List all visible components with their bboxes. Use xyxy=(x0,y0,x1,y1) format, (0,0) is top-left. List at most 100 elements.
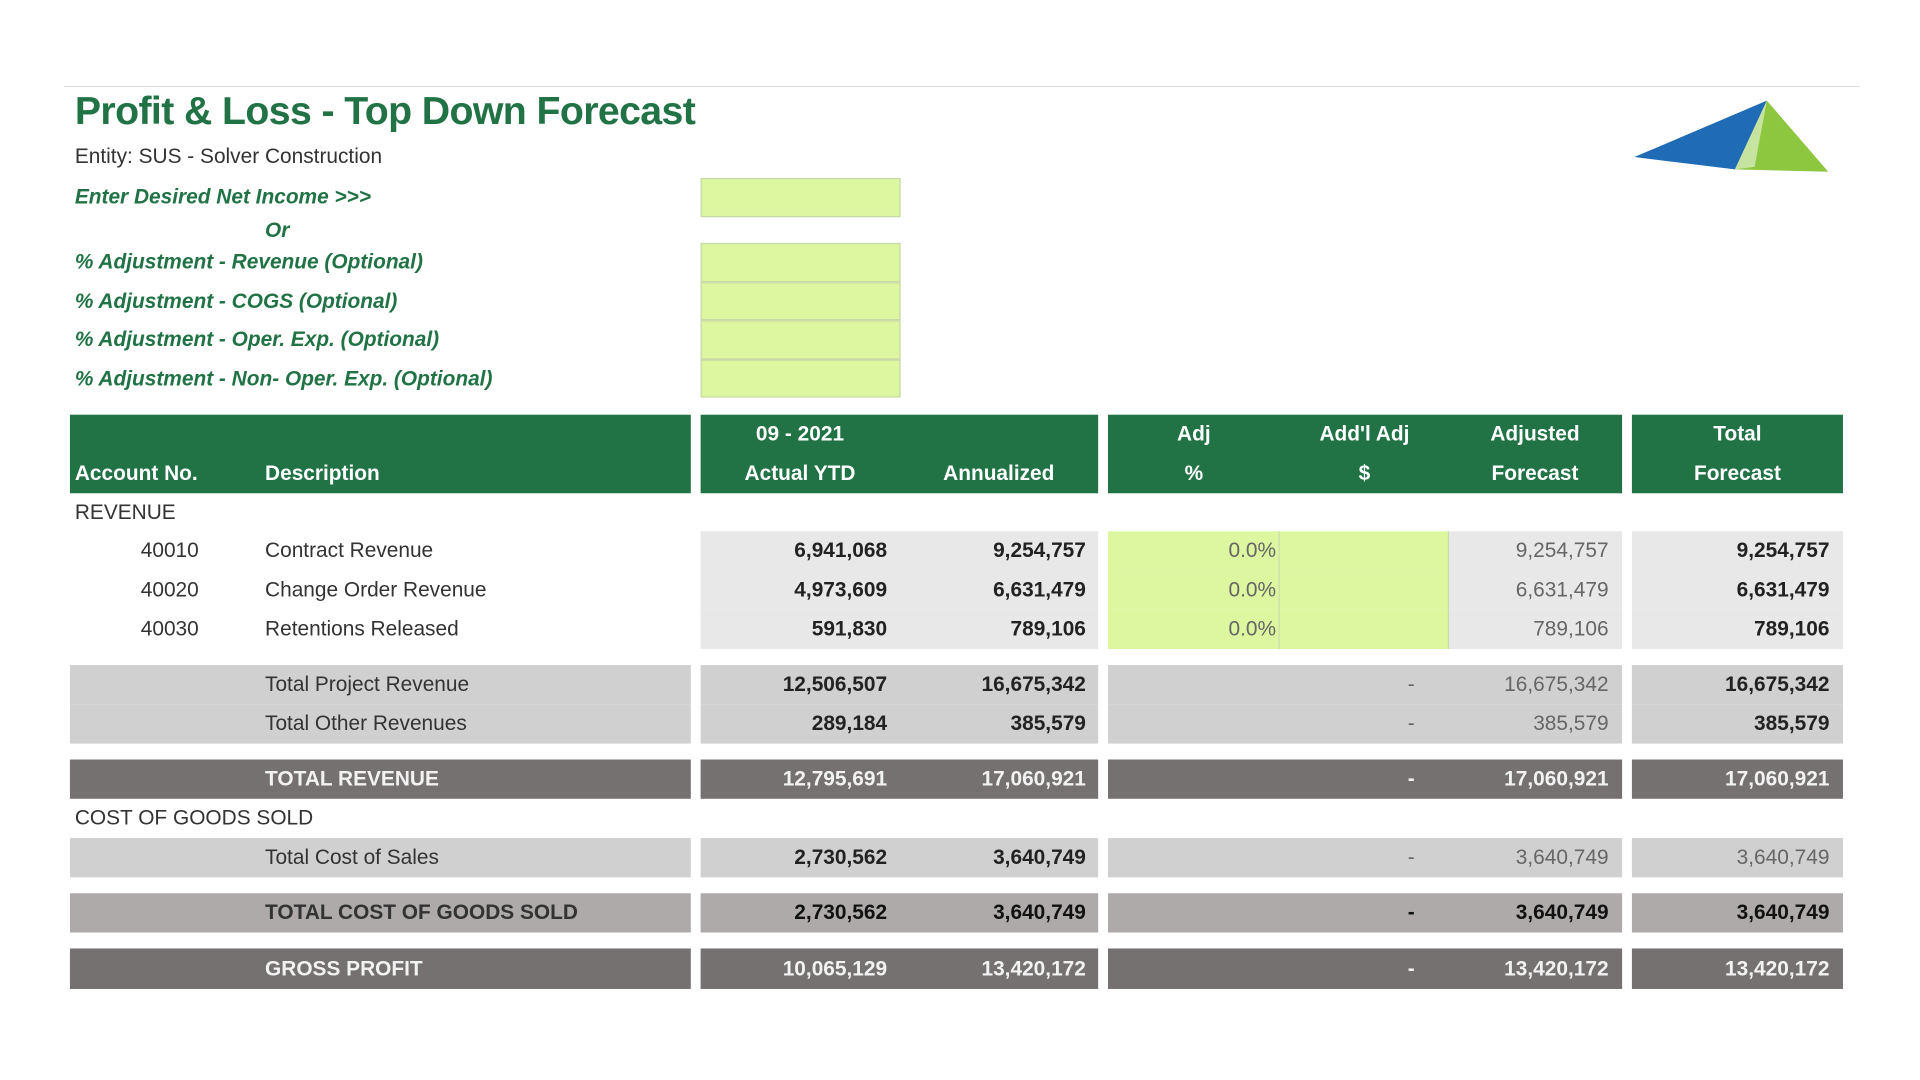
cell: 17,060,921 xyxy=(1725,766,1830,791)
header-block xyxy=(1631,414,1843,494)
cell: 3,640,749 xyxy=(993,900,1086,924)
cell: - xyxy=(1407,672,1415,696)
cell: 9,254,757 xyxy=(1736,538,1830,562)
input-label: Enter Desired Net Income >>> xyxy=(74,185,372,209)
cell: 385,579 xyxy=(1010,711,1086,735)
cell: 789,106 xyxy=(1010,617,1086,641)
row-bg xyxy=(700,665,1099,705)
cell-bg xyxy=(1631,531,1843,571)
cell: 385,579 xyxy=(1533,711,1609,735)
cell-bg xyxy=(700,570,1099,610)
cell: - xyxy=(1407,900,1415,924)
row-bg xyxy=(1631,838,1843,878)
cell: Retentions Released xyxy=(265,617,459,641)
cell: 16,675,342 xyxy=(1725,672,1830,696)
row-bg xyxy=(1107,838,1623,878)
cell: 3,640,749 xyxy=(1515,900,1609,924)
row-bg xyxy=(69,704,691,744)
cell: Change Order Revenue xyxy=(265,577,487,602)
row-bg xyxy=(69,759,691,799)
cell: 17,060,921 xyxy=(1504,766,1609,791)
adj-cell[interactable] xyxy=(1107,570,1280,610)
adj-cell[interactable] xyxy=(1279,570,1450,610)
column-header: Adj xyxy=(1177,422,1211,446)
column-header: Total xyxy=(1713,422,1762,446)
cell: 0.0% xyxy=(1228,577,1277,602)
cell-bg xyxy=(1449,531,1623,571)
column-header: Annualized xyxy=(943,461,1055,485)
header-block xyxy=(69,414,691,494)
cell: - xyxy=(1407,957,1415,981)
cell: 40020 xyxy=(140,577,199,602)
adj-cell[interactable] xyxy=(1279,609,1450,650)
row-bg xyxy=(1631,759,1843,799)
input-label: % Adjustment - Non- Oper. Exp. (Optional… xyxy=(74,366,493,391)
input-cell[interactable] xyxy=(700,242,901,283)
cell: 591,830 xyxy=(811,617,888,641)
row-bg xyxy=(700,704,1099,744)
cell: Total Project Revenue xyxy=(265,672,470,696)
row-bg xyxy=(69,665,691,705)
cell: - xyxy=(1407,766,1415,791)
cell: 789,106 xyxy=(1754,617,1830,641)
cell: 6,631,479 xyxy=(993,577,1086,602)
cell: 40010 xyxy=(140,538,199,562)
adj-cell[interactable] xyxy=(1107,531,1280,571)
or-label: Or xyxy=(265,218,290,242)
cell: 3,640,749 xyxy=(1736,845,1830,869)
header-block xyxy=(700,414,1099,494)
row-bg xyxy=(1107,665,1623,705)
section-label: REVENUE xyxy=(74,500,176,524)
adj-cell[interactable] xyxy=(1279,531,1450,571)
row-bg xyxy=(1631,893,1843,933)
adj-cell[interactable] xyxy=(1107,609,1280,650)
cell: 2,730,562 xyxy=(794,845,888,869)
input-cell[interactable] xyxy=(700,177,901,218)
cell-bg xyxy=(1631,609,1843,650)
cell: 16,675,342 xyxy=(981,672,1086,696)
row-bg xyxy=(700,893,1099,933)
cell: 13,420,172 xyxy=(981,957,1086,981)
cell: 9,254,757 xyxy=(993,538,1086,562)
cell: GROSS PROFIT xyxy=(265,957,423,981)
cell: 0.0% xyxy=(1228,617,1277,641)
cell: 13,420,172 xyxy=(1725,957,1830,981)
row-bg xyxy=(700,948,1099,989)
cell: 789,106 xyxy=(1533,617,1609,641)
input-cell[interactable] xyxy=(700,282,901,321)
input-label: % Adjustment - Revenue (Optional) xyxy=(74,250,423,274)
header-block xyxy=(1107,414,1623,494)
cell: 2,730,562 xyxy=(794,900,888,924)
cell: 0.0% xyxy=(1228,538,1277,562)
row-bg xyxy=(69,838,691,878)
cell: 385,579 xyxy=(1754,711,1830,735)
cell: 40030 xyxy=(140,617,199,641)
row-bg xyxy=(1107,948,1623,989)
cell: 6,941,068 xyxy=(794,538,888,562)
section-label: COST OF GOODS SOLD xyxy=(74,806,314,830)
cell-bg xyxy=(1449,609,1623,650)
input-cell[interactable] xyxy=(700,320,901,360)
input-label: % Adjustment - Oper. Exp. (Optional) xyxy=(74,327,440,351)
title: Profit & Loss - Top Down Forecast xyxy=(74,88,696,133)
input-cell[interactable] xyxy=(700,359,901,398)
column-header: 09 - 2021 xyxy=(755,422,845,446)
cell-bg xyxy=(700,609,1099,650)
cell: TOTAL REVENUE xyxy=(265,766,439,791)
row-bg xyxy=(1631,665,1843,705)
cell: 289,184 xyxy=(811,711,888,735)
cell: TOTAL COST OF GOODS SOLD xyxy=(265,900,578,924)
column-header: Actual YTD xyxy=(744,461,856,485)
cell: Total Cost of Sales xyxy=(265,845,439,869)
cell: - xyxy=(1407,711,1415,735)
cell-bg xyxy=(700,531,1099,571)
row-bg xyxy=(700,838,1099,878)
cell: - xyxy=(1407,845,1415,869)
cell: Total Other Revenues xyxy=(265,711,467,735)
column-header: Description xyxy=(265,461,380,485)
cell: 12,795,691 xyxy=(782,766,888,791)
cell: 3,640,749 xyxy=(1736,900,1830,924)
column-header: Account No. xyxy=(74,461,198,485)
top-rule xyxy=(63,85,1861,88)
